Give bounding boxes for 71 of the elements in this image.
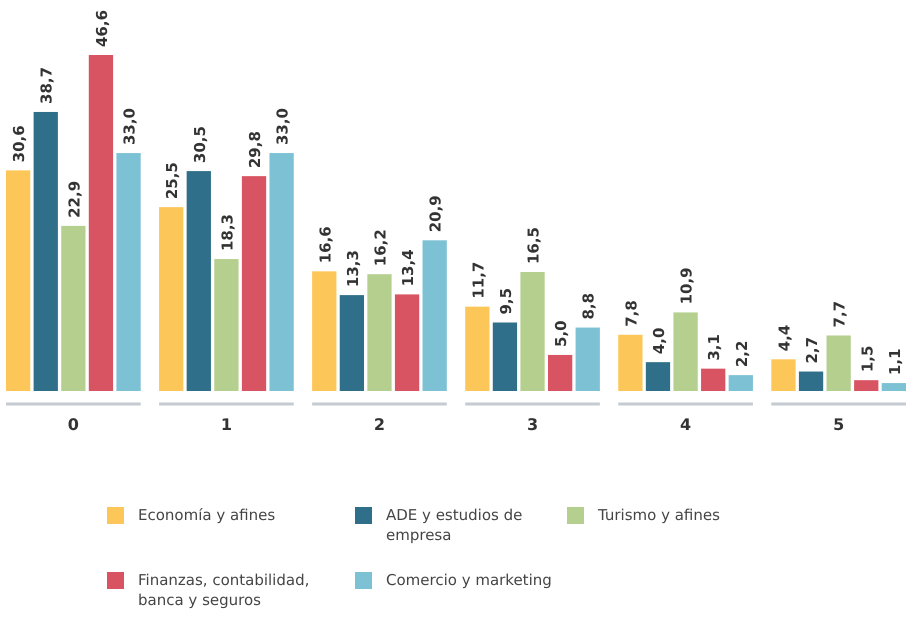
bar <box>673 312 698 391</box>
data-label: 4,0 <box>650 328 668 354</box>
bar <box>465 306 490 391</box>
bar <box>771 359 796 391</box>
data-label: 7,8 <box>622 300 640 327</box>
bar <box>576 328 600 391</box>
bar <box>88 55 114 391</box>
x-tick-label: 4 <box>680 415 692 434</box>
bar <box>116 153 141 391</box>
x-tick-label: 2 <box>374 415 386 434</box>
data-label: 22,9 <box>65 180 84 218</box>
bar <box>186 171 211 391</box>
x-tick-label: 1 <box>220 415 232 434</box>
data-label: 1,1 <box>886 348 904 376</box>
bar <box>394 294 420 391</box>
x-tick-label: 0 <box>68 415 79 434</box>
data-label: 13,4 <box>399 249 418 286</box>
data-label: 16,6 <box>316 226 334 264</box>
bar <box>618 334 643 391</box>
bar <box>520 272 545 391</box>
bar <box>882 383 906 391</box>
data-label: 8,8 <box>580 292 598 320</box>
bar <box>728 375 753 391</box>
data-label: 16,2 <box>371 229 390 266</box>
bar <box>269 153 294 391</box>
data-label: 18,3 <box>218 214 236 252</box>
bar <box>548 354 572 391</box>
data-label: 30,6 <box>10 125 28 162</box>
bar <box>492 322 518 391</box>
bar <box>61 226 86 391</box>
data-label: 20,9 <box>426 195 445 232</box>
data-label: 1,5 <box>858 346 876 372</box>
data-label: 2,7 <box>803 336 822 364</box>
bar <box>367 274 392 391</box>
data-label: 11,7 <box>469 262 488 299</box>
legend-label: Finanzas, contabilidad, banca y seguros <box>138 571 310 609</box>
data-label: 46,6 <box>92 10 111 47</box>
data-label: 38,7 <box>38 66 56 104</box>
bar <box>854 380 878 391</box>
x-tick-label: 5 <box>833 415 844 434</box>
bar <box>6 170 30 391</box>
bar <box>701 368 726 391</box>
data-label: 25,5 <box>163 162 182 200</box>
data-label: 9,5 <box>496 288 515 314</box>
legend-label: Economía y afines <box>138 506 276 524</box>
legend-label: Comercio y marketing <box>386 571 552 589</box>
data-label: 16,5 <box>524 227 543 264</box>
bar <box>159 207 184 391</box>
bar <box>422 240 447 391</box>
bar <box>826 335 851 391</box>
bar <box>798 372 824 391</box>
bar <box>34 112 58 391</box>
bar <box>646 362 670 391</box>
bar <box>242 176 266 391</box>
data-label: 30,5 <box>190 126 209 164</box>
data-label: 33,0 <box>120 108 139 146</box>
bar <box>214 259 239 391</box>
data-label: 10,9 <box>678 267 696 304</box>
data-label: 3,1 <box>705 334 724 361</box>
data-label: 13,3 <box>344 250 362 288</box>
data-label: 5,0 <box>552 320 570 347</box>
data-label: 4,4 <box>775 324 794 352</box>
data-label: 2,2 <box>732 340 751 368</box>
data-label: 29,8 <box>246 131 264 168</box>
data-label: 7,7 <box>830 300 849 328</box>
data-label: 33,0 <box>274 108 292 146</box>
x-tick-label: 3 <box>526 415 538 434</box>
legend-label: Turismo y afines <box>597 506 720 524</box>
bar <box>312 271 336 391</box>
bar <box>340 295 364 391</box>
legend-label: ADE y estudios de empresa <box>386 506 522 544</box>
